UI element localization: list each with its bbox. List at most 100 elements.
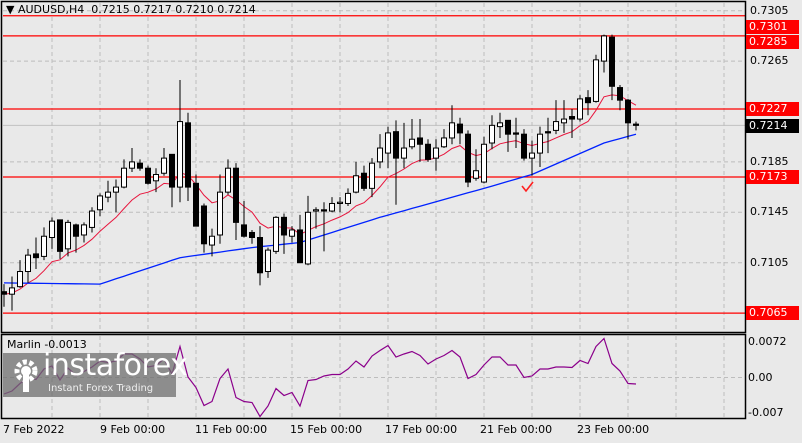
candle-bullish: [473, 170, 479, 179]
candle-bullish: [553, 121, 559, 131]
main-pane-border: [0, 0, 747, 334]
time-tick-label: 15 Feb 00:00: [290, 423, 363, 436]
candle-bullish: [601, 35, 607, 62]
candle-bearish: [457, 123, 463, 134]
candle-bearish: [521, 133, 527, 159]
checkmark-icon: [521, 181, 534, 193]
candle-bullish: [89, 210, 95, 228]
candle-bullish: [153, 174, 159, 182]
candle-bullish: [17, 271, 23, 288]
candle-bullish: [441, 137, 447, 148]
candles: [1, 34, 639, 311]
candle-bearish: [417, 137, 423, 145]
candle-bullish: [113, 186, 119, 193]
watermark: instaforex Instant Forex Trading: [3, 349, 188, 397]
candle-bullish: [305, 211, 311, 265]
candle-bullish: [313, 209, 319, 212]
candle-bullish: [121, 167, 127, 188]
collapse-triangle-icon[interactable]: ▼: [6, 3, 18, 16]
candle-bearish: [609, 36, 615, 87]
price-tick-label: 0.7185: [750, 154, 789, 168]
candle-bullish: [41, 235, 47, 257]
candle-bullish: [289, 229, 295, 237]
chart-header: ▼ AUDUSD,H4 0.7215 0.7217 0.7210 0.7214: [6, 3, 256, 16]
candle-bullish: [497, 122, 503, 128]
candle-bullish: [433, 147, 439, 159]
time-tick-label: 21 Feb 00:00: [480, 423, 553, 436]
candle-bullish: [273, 216, 279, 252]
candle-bullish: [161, 157, 167, 174]
indicator-pane-border: [0, 333, 747, 420]
candle-bullish: [353, 175, 359, 193]
candle-bullish: [529, 152, 535, 159]
osc-tick-label: -0.007: [748, 405, 784, 419]
candle-bullish: [401, 147, 407, 159]
candle-bearish: [145, 167, 151, 184]
candle-bearish: [233, 167, 239, 223]
candle-bullish: [345, 192, 351, 204]
candle-bullish: [337, 201, 343, 204]
level-price-tag: 0.7065: [746, 306, 799, 321]
candle-bearish: [321, 209, 327, 212]
candle-bearish: [393, 131, 399, 159]
gear-logo-icon: [14, 359, 38, 392]
candle-bullish: [177, 121, 183, 188]
candle-bearish: [249, 231, 255, 239]
candle-bullish: [49, 220, 55, 238]
candle-bullish: [65, 221, 71, 250]
candle-bearish: [57, 219, 63, 252]
price-tick-label: 0.7305: [750, 3, 789, 17]
time-tick-label: 9 Feb 00:00: [100, 423, 166, 436]
candle-bullish: [489, 124, 495, 144]
ohlc-values: 0.7215 0.7217 0.7210 0.7214: [91, 3, 256, 16]
candle-bullish: [329, 202, 335, 212]
candle-bullish: [409, 138, 415, 148]
candle-bullish: [577, 98, 583, 120]
candle-bearish: [169, 153, 175, 188]
candle-bullish: [593, 59, 599, 102]
candle-bullish: [537, 133, 543, 154]
level-price-tag: 0.7285: [746, 35, 799, 49]
candle-bearish: [513, 132, 519, 135]
candle-bearish: [137, 162, 143, 169]
candle-bearish: [625, 99, 631, 124]
candle-bullish: [385, 132, 391, 154]
candle-bullish: [217, 191, 223, 236]
candle-bullish: [561, 118, 567, 124]
candle-bearish: [505, 119, 511, 135]
candle-bearish: [361, 172, 367, 189]
candle-bullish: [25, 254, 31, 273]
candle-bearish: [73, 224, 79, 237]
candle-bullish: [97, 195, 103, 211]
time-tick-label: 23 Feb 00:00: [577, 423, 650, 436]
watermark-tagline: Instant Forex Trading: [48, 383, 154, 394]
price-tick-label: 0.7265: [750, 54, 789, 68]
symbol-label: AUDUSD,H4: [17, 3, 85, 16]
time-tick-label: 17 Feb 00:00: [385, 423, 458, 436]
candle-bullish: [129, 161, 135, 169]
candle-bullish: [369, 162, 375, 189]
candle-bearish: [569, 116, 575, 120]
candle-bearish: [201, 205, 207, 245]
level-price-tag: 0.7173: [746, 170, 799, 185]
candle-bearish: [241, 224, 247, 237]
ma-slow-line: [3, 133, 637, 285]
level-price-tag: 0.7227: [746, 101, 799, 116]
candle-bullish: [449, 122, 455, 139]
candle-bearish: [633, 123, 639, 126]
candle-bearish: [585, 97, 591, 104]
candle-bearish: [281, 216, 287, 236]
price-tick-label: 0.7105: [750, 255, 789, 269]
candle-bearish: [193, 182, 199, 227]
moving-averages: [3, 94, 637, 295]
candle-bearish: [617, 87, 623, 101]
time-tick-label: 7 Feb 2022: [3, 423, 65, 436]
level-price-tag: 0.7301: [746, 20, 799, 34]
osc-tick-label: 0.00: [748, 370, 773, 384]
candle-bullish: [481, 143, 487, 183]
candle-bearish: [257, 237, 263, 274]
candle-bullish: [225, 167, 231, 193]
price-tick-label: 0.7145: [750, 205, 789, 219]
candle-bearish: [33, 253, 39, 259]
